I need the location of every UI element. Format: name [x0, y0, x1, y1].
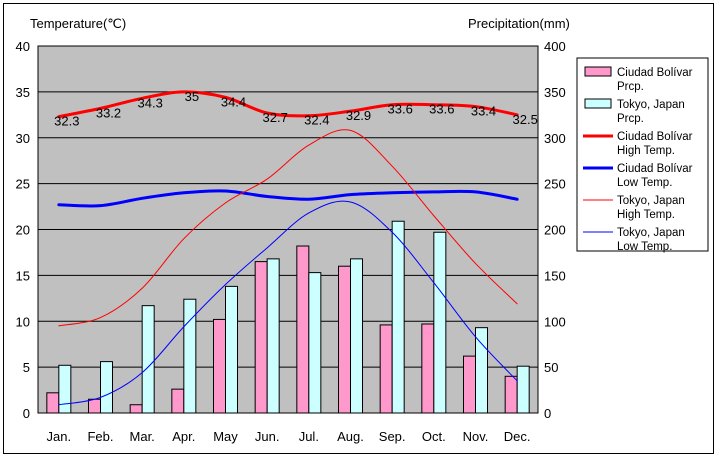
- legend-label: Ciudad Bolívar: [617, 163, 693, 175]
- precip-bar: [338, 265, 351, 414]
- precip-bar: [308, 272, 322, 414]
- left-tick-label: 5: [23, 360, 30, 375]
- precip-bar: [350, 258, 363, 414]
- data-labels: 32.3 33.2 34.3 35 34.4 32.7 32.4 32.9 33.6 33.6 33…: [54, 89, 538, 129]
- left-tick-label: 20: [16, 223, 30, 238]
- x-tick-label: Sep.: [379, 429, 406, 444]
- left-tick-label: 0: [23, 406, 30, 421]
- x-tick-label: Jun.: [255, 429, 280, 444]
- data-label: 34.3: [138, 95, 163, 110]
- legend-label: High Temp.: [617, 145, 675, 157]
- legend: Ciudad Bolívar Prcp. Tokyo, Japan Prcp. Ciud…: [576, 57, 709, 253]
- temperature-line: [58, 129, 518, 327]
- data-label: 33.6: [388, 102, 413, 117]
- left-tick-label: 40: [16, 39, 30, 54]
- precip-bar: [183, 298, 197, 414]
- right-tick-label: 350: [544, 85, 566, 100]
- right-axis-title: Precipitation(mm): [468, 16, 570, 31]
- precip-bar: [100, 361, 113, 414]
- right-tick-label: 100: [544, 314, 566, 329]
- right-tick-label: 300: [544, 131, 566, 146]
- legend-label: Tokyo, Japan: [617, 195, 685, 207]
- data-label: 33.6: [429, 102, 454, 117]
- x-axis-ticks: Jan. Feb. Mar. Apr. May Jun. Jul. Aug. Sep. Oct. N…: [47, 429, 531, 444]
- legend-label: Low Temp.: [617, 241, 672, 253]
- x-tick-label: Jul.: [299, 429, 319, 444]
- x-tick-label: Nov.: [463, 429, 489, 444]
- precip-bar: [463, 355, 476, 414]
- precip-bar: [504, 375, 518, 414]
- right-tick-label: 250: [544, 177, 566, 192]
- x-tick-label: Aug.: [337, 429, 364, 444]
- legend-box: [576, 57, 709, 252]
- precip-bar: [296, 245, 310, 414]
- legend-label: Tokyo, Japan: [617, 99, 685, 111]
- right-tick-label: 150: [544, 268, 566, 283]
- left-tick-label: 30: [16, 131, 30, 146]
- precip-bar: [254, 261, 268, 414]
- temperature-lines: [57, 90, 519, 406]
- left-tick-label: 35: [16, 85, 30, 100]
- precip-bar: [266, 258, 280, 414]
- precip-bar: [433, 231, 447, 414]
- precip-bar: [516, 365, 530, 414]
- right-tick-label: 0: [544, 406, 551, 421]
- x-tick-label: Mar.: [130, 429, 155, 444]
- right-tick-label: 400: [544, 39, 566, 54]
- legend-label: High Temp.: [617, 209, 675, 221]
- x-tick-label: Dec.: [504, 429, 531, 444]
- legend-swatch: [584, 66, 612, 77]
- data-label: 34.4: [221, 94, 246, 109]
- precip-bar: [58, 364, 72, 414]
- precip-bar: [391, 220, 405, 414]
- legend-label: Prcp.: [617, 113, 644, 125]
- data-label: 35: [185, 89, 199, 104]
- x-tick-label: May: [213, 429, 238, 444]
- legend-label: Ciudad Bolívar: [617, 131, 693, 143]
- data-label: 32.4: [304, 113, 329, 128]
- data-label: 32.9: [346, 108, 371, 123]
- left-axis-title: Temperature(℃): [30, 16, 126, 31]
- legend-label: Ciudad Bolívar: [617, 67, 693, 79]
- temperature-line: [57, 90, 519, 119]
- precip-bar: [421, 323, 435, 414]
- legend-swatch: [584, 98, 612, 109]
- precipitation-bars: [46, 220, 530, 414]
- precip-bar: [46, 392, 60, 414]
- data-label: 33.2: [96, 105, 121, 120]
- legend-label: Low Temp.: [617, 177, 672, 189]
- x-tick-label: Oct.: [422, 429, 446, 444]
- precip-bar: [225, 285, 238, 414]
- precip-bar: [213, 318, 226, 414]
- x-tick-label: Jan.: [47, 429, 72, 444]
- data-label: 32.5: [513, 112, 538, 127]
- data-label: 32.3: [54, 114, 79, 129]
- precip-bar: [171, 388, 185, 414]
- left-axis-ticks: 0 5 10 15 20 25 30 35 40: [16, 39, 30, 421]
- precip-bar: [88, 398, 101, 414]
- precip-bar: [475, 327, 488, 414]
- x-tick-label: Apr.: [172, 429, 195, 444]
- left-tick-label: 25: [16, 177, 30, 192]
- right-tick-label: 200: [544, 223, 566, 238]
- legend-label: Tokyo, Japan: [617, 227, 685, 239]
- temperature-line: [58, 200, 518, 406]
- right-tick-label: 50: [544, 360, 558, 375]
- left-tick-label: 15: [16, 268, 30, 283]
- precip-bar: [129, 404, 143, 414]
- temperature-line: [57, 189, 519, 208]
- left-tick-label: 10: [16, 314, 30, 329]
- legend-label: Prcp.: [617, 81, 644, 93]
- right-axis-ticks: 0 50 100 150 200 250 300 350 400: [544, 39, 566, 421]
- gridlines: [38, 91, 538, 368]
- data-label: 33.4: [471, 104, 496, 119]
- x-tick-label: Feb.: [87, 429, 113, 444]
- precip-bar: [379, 324, 393, 414]
- data-label: 32.7: [263, 110, 288, 125]
- precip-bar: [141, 305, 155, 414]
